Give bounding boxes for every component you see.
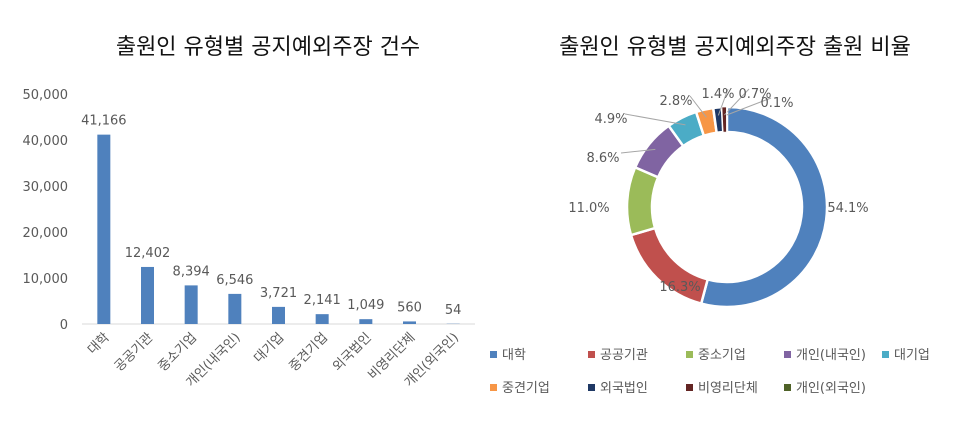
bar-data-label: 12,402 [125, 246, 171, 261]
donut-slice [625, 165, 660, 237]
legend-swatch [588, 384, 595, 391]
y-tick-label: 30,000 [23, 180, 69, 195]
y-tick-label: 20,000 [23, 226, 69, 241]
x-tick-label: 외국법인 [330, 330, 374, 374]
bar-data-label: 1,049 [347, 298, 384, 313]
leader-line [724, 88, 750, 116]
leader-line [620, 148, 656, 154]
slice-data-label: 2.8% [659, 94, 692, 109]
x-tick-label: 대학 [85, 330, 113, 358]
donut-slice [699, 105, 829, 309]
y-tick-label: 40,000 [23, 134, 69, 149]
donut-slice [726, 106, 728, 133]
bar-data-label: 8,394 [173, 264, 210, 279]
y-tick-label: 0 [60, 318, 68, 333]
x-tick-label: 중소기업 [156, 330, 200, 374]
leader-line [726, 97, 772, 116]
legend-swatch [490, 384, 497, 391]
y-tick-label: 10,000 [23, 272, 69, 287]
bar-data-label: 560 [397, 300, 422, 315]
slice-data-label: 11.0% [568, 201, 609, 216]
bar [272, 306, 285, 324]
legend-swatch [686, 384, 693, 391]
legend-label: 외국법인 [600, 381, 648, 396]
bar [359, 319, 373, 324]
x-tick-label: 중견기업 [287, 330, 331, 374]
bar [315, 314, 329, 324]
x-tick-label: 공공기관 [112, 330, 156, 374]
slice-data-label: 16.3% [659, 280, 700, 295]
bar-data-label: 2,141 [304, 293, 341, 308]
y-tick-label: 50,000 [23, 88, 69, 103]
legend-label: 개인(외국인) [796, 381, 866, 396]
legend-label: 대기업 [894, 348, 930, 363]
leader-line [689, 95, 707, 118]
legend-swatch [882, 351, 889, 358]
bar-data-label: 6,546 [216, 273, 253, 288]
slice-data-label: 0.7% [738, 87, 771, 102]
legend-label: 중견기업 [502, 381, 550, 396]
legend-swatch [588, 351, 595, 358]
legend-label: 공공기관 [600, 348, 648, 363]
bar [97, 134, 111, 324]
x-tick-label: 대기업 [251, 330, 287, 366]
slice-data-label: 4.9% [594, 112, 627, 127]
slice-data-label: 8.6% [586, 151, 619, 166]
bar-data-label: 54 [445, 303, 462, 318]
bar [141, 266, 154, 324]
bar-data-label: 3,721 [260, 286, 297, 301]
bar-chart-title: 출원인 유형별 공지예외주장 건수 [116, 35, 420, 60]
bar [184, 285, 198, 324]
bar [403, 321, 416, 324]
slice-data-label: 0.1% [760, 96, 793, 111]
legend-swatch [784, 384, 791, 391]
legend-label: 비영리단체 [698, 381, 758, 396]
bar [228, 293, 242, 324]
bar-data-label: 41,166 [81, 114, 127, 129]
slice-data-label: 54.1% [827, 201, 868, 216]
slice-data-label: 1.4% [701, 87, 734, 102]
legend-label: 대학 [502, 348, 526, 363]
leader-line [717, 88, 729, 116]
legend-swatch [490, 351, 497, 358]
legend-swatch [784, 351, 791, 358]
legend-label: 중소기업 [698, 348, 746, 363]
donut-chart-title: 출원인 유형별 공지예외주장 출원 비율 [559, 35, 911, 60]
legend-swatch [686, 351, 693, 358]
leader-line [624, 113, 686, 126]
legend-label: 개인(내국인) [796, 348, 866, 363]
